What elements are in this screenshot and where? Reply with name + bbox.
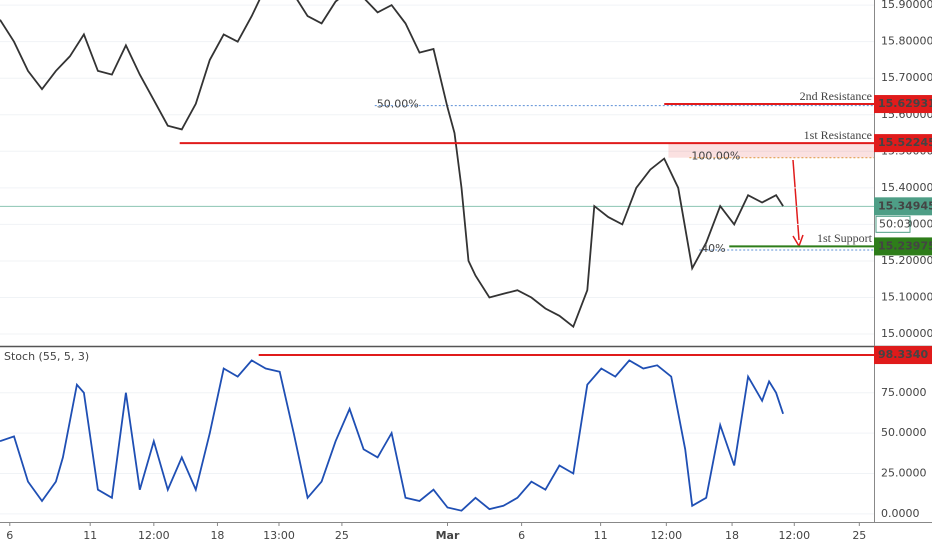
- resistance-zone: [668, 143, 874, 158]
- y-tick-label: 15.00000: [881, 327, 932, 340]
- level-price-label: 15.62931: [878, 97, 932, 110]
- x-tick-label: 25: [852, 529, 866, 542]
- x-tick-label: 12:00: [778, 529, 810, 542]
- level-price-box: [874, 134, 932, 153]
- arrow-shaft: [792, 159, 800, 241]
- series-line: [0, 359, 784, 512]
- level-price-box: [874, 237, 932, 256]
- level-price-box: [874, 95, 932, 114]
- y-tick-label: 50.0000: [881, 426, 927, 439]
- current-price-box: [874, 197, 932, 216]
- fib-label: 50.00%: [377, 98, 419, 111]
- y-tick-label: 15.90000: [881, 0, 932, 11]
- level-name: 1st Resistance: [804, 128, 872, 142]
- plot-area: [0, 0, 874, 335]
- level-price-label: 15.52245: [878, 136, 932, 149]
- x-tick-label: 12:00: [138, 529, 170, 542]
- x-tick-label: 18: [210, 529, 224, 542]
- level-price-label: 98.3340: [878, 348, 928, 361]
- x-tick-label: 13:00: [263, 529, 295, 542]
- x-tick-label: 6: [6, 529, 13, 542]
- countdown: 50:03: [879, 217, 911, 230]
- x-tick-label: 12:00: [650, 529, 682, 542]
- level-name: 1st Support: [817, 231, 873, 245]
- current-price-label: 15.34945: [878, 199, 932, 212]
- plot-area: [0, 359, 874, 515]
- x-tick-label: 11: [594, 529, 608, 542]
- level-name: 2nd Resistance: [800, 89, 872, 103]
- y-tick-label: 15.40000: [881, 181, 932, 194]
- pane-title: Stoch (55, 5, 3): [4, 350, 89, 363]
- fib-label: 40%: [701, 242, 725, 255]
- level-price-label: 15.23975: [878, 239, 932, 252]
- x-tick-label: 11: [83, 529, 97, 542]
- countdown-box: [875, 215, 911, 233]
- y-tick-label: 15.80000: [881, 35, 932, 48]
- x-tick-label: 18: [725, 529, 739, 542]
- fib-label: 100.00%: [691, 150, 740, 163]
- y-tick-label: 0.0000: [881, 507, 920, 520]
- series-line: [0, 0, 784, 329]
- y-tick-label: 15.20000: [881, 254, 932, 267]
- y-tick-label: 25.0000: [881, 467, 927, 480]
- x-tick-label: 6: [518, 529, 525, 542]
- y-tick-label: 75.0000: [881, 386, 927, 399]
- y-tick-label: 15.10000: [881, 290, 932, 303]
- x-tick-label: 25: [335, 529, 349, 542]
- level-price-box: [874, 346, 932, 365]
- y-tick-label: 15.70000: [881, 71, 932, 84]
- x-tick-label: Mar: [436, 529, 460, 542]
